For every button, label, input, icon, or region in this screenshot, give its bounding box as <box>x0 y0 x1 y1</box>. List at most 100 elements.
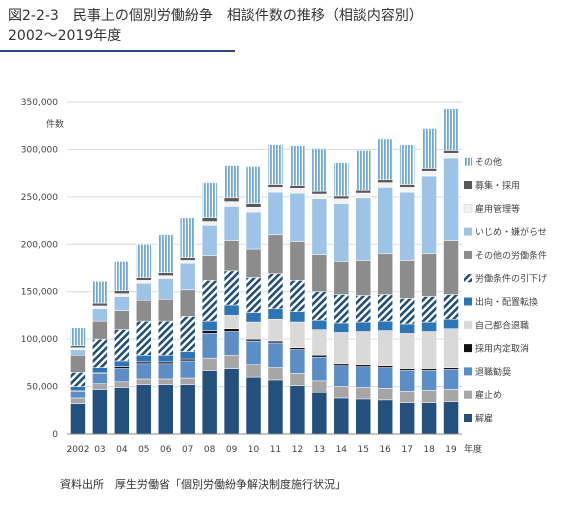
x-tick-label: 10 <box>248 445 260 455</box>
bar-segment-0-4 <box>158 384 174 435</box>
bar-segment-6-0 <box>70 372 86 387</box>
bar-segment-0-11 <box>311 392 328 435</box>
bar-segment-0-3 <box>136 384 152 435</box>
bar-segment-9-0 <box>70 347 86 350</box>
bar-segment-1-11 <box>311 380 328 393</box>
bar-segment-4-15 <box>399 333 415 369</box>
bar-segment-10-9 <box>267 184 284 188</box>
bar-segment-11-8 <box>245 166 262 204</box>
bar-segment-10-4 <box>158 272 174 276</box>
bar-segment-7-2 <box>114 310 130 330</box>
bar-segment-11-6 <box>201 182 218 218</box>
bar-segment-11-17 <box>443 108 459 151</box>
source-note: 資料出所 厚生労働省「個別労働紛争解決制度施行状況」 <box>60 478 346 491</box>
bar-segment-4-12 <box>333 332 350 365</box>
bar-segment-7-7 <box>223 240 240 272</box>
bar-segment-6-2 <box>114 329 130 362</box>
x-tick-label: 12 <box>292 445 303 455</box>
bar-segment-11-12 <box>333 162 350 197</box>
bar-segment-9-7 <box>223 201 240 207</box>
bar-segment-1-5 <box>179 377 196 385</box>
bar-segment-10-0 <box>70 345 86 348</box>
bar-segment-1-3 <box>136 378 152 385</box>
legend-swatch <box>464 414 472 422</box>
bar-segment-5-10 <box>289 311 306 323</box>
bar-segment-9-5 <box>179 260 196 264</box>
bar-segment-1-8 <box>245 364 262 378</box>
bar-segment-5-14 <box>377 320 393 331</box>
legend-label: 雇止め <box>475 389 502 401</box>
x-tick-label: 06 <box>160 445 172 455</box>
legend-swatch <box>464 181 472 189</box>
bar-segment-10-6 <box>201 217 218 222</box>
bar-segment-1-2 <box>114 381 130 388</box>
bar-segment-3-4 <box>158 361 174 365</box>
bar-segment-2-3 <box>136 363 152 380</box>
legend-swatch <box>464 297 472 306</box>
stacked-bar-chart: 0 50,000 100,000 150,000 200,000 250,000 300,0… <box>21 98 547 455</box>
bar-segment-5-13 <box>355 321 371 332</box>
bar-segment-0-5 <box>179 384 196 435</box>
bar-segment-4-10 <box>289 321 306 348</box>
y-tick-label: 50,000 <box>27 383 59 393</box>
x-tick-label: 05 <box>138 445 149 455</box>
x-axis-ticks: 2002 03 04 05 06 07 08 09 10 11 12 13 14 15 16 17 18 19 <box>67 445 458 455</box>
bar-segment-2-5 <box>179 360 196 379</box>
bar-segment-7-0 <box>70 355 86 373</box>
bar-segment-2-16 <box>421 370 437 391</box>
bar-segment-5-5 <box>179 351 196 360</box>
bar-segment-5-16 <box>421 321 437 332</box>
bar-segment-4-17 <box>443 328 459 368</box>
bar-segment-8-6 <box>201 225 218 256</box>
bars <box>70 108 459 435</box>
legend-label: その他 <box>475 156 502 168</box>
bar-segment-8-3 <box>136 282 152 301</box>
bar-segment-2-10 <box>289 349 306 374</box>
bar-segment-4-16 <box>421 331 437 369</box>
bar-segment-3-2 <box>114 366 130 369</box>
bar-segment-2-2 <box>114 368 130 383</box>
bar-segment-5-1 <box>92 367 108 373</box>
bar-segment-8-2 <box>114 296 130 311</box>
bar-segment-2-12 <box>333 365 350 387</box>
legend-swatch <box>464 250 472 259</box>
legend-swatch <box>464 157 472 166</box>
bar-segment-5-15 <box>399 323 415 334</box>
bar-segment-1-9 <box>267 367 284 381</box>
bar-segment-5-9 <box>267 308 284 320</box>
bar-segment-2-4 <box>158 363 174 380</box>
bar-segment-3-3 <box>136 361 152 365</box>
bar-segment-10-5 <box>179 257 196 261</box>
bar-segment-7-16 <box>421 253 437 297</box>
legend-label: 解雇 <box>475 413 493 425</box>
bar-segment-7-11 <box>311 254 328 292</box>
x-tick-label: 08 <box>204 445 216 455</box>
bar-segment-7-15 <box>399 260 415 299</box>
bar-segment-5-0 <box>70 386 86 391</box>
legend-label: 採用内定取消 <box>475 343 529 355</box>
legend-swatch <box>464 390 472 399</box>
x-tick-label: 2002 <box>67 445 90 455</box>
bar-segment-1-1 <box>92 383 108 390</box>
bar-segment-7-9 <box>267 234 284 274</box>
bar-segment-11-11 <box>311 148 328 192</box>
bar-segment-2-17 <box>443 369 459 390</box>
bar-segment-5-8 <box>245 312 262 323</box>
bar-segment-8-14 <box>377 187 393 255</box>
title-underline <box>0 50 235 52</box>
bar-segment-8-9 <box>267 191 284 236</box>
bar-segment-9-12 <box>333 198 350 204</box>
bar-segment-1-6 <box>201 357 218 371</box>
bar-segment-5-17 <box>443 318 459 329</box>
bar-segment-9-6 <box>201 221 218 226</box>
bar-segment-6-3 <box>136 320 152 356</box>
bar-segment-6-12 <box>333 294 350 324</box>
bar-segment-10-7 <box>223 197 240 202</box>
x-axis-unit: 年度 <box>464 443 482 455</box>
x-tick-label: 19 <box>445 445 457 455</box>
bar-segment-10-1 <box>92 302 108 307</box>
bar-segment-9-4 <box>158 275 174 279</box>
bar-segment-10-14 <box>377 179 393 183</box>
bar-segment-8-10 <box>289 192 306 242</box>
bar-segment-10-17 <box>443 150 459 154</box>
